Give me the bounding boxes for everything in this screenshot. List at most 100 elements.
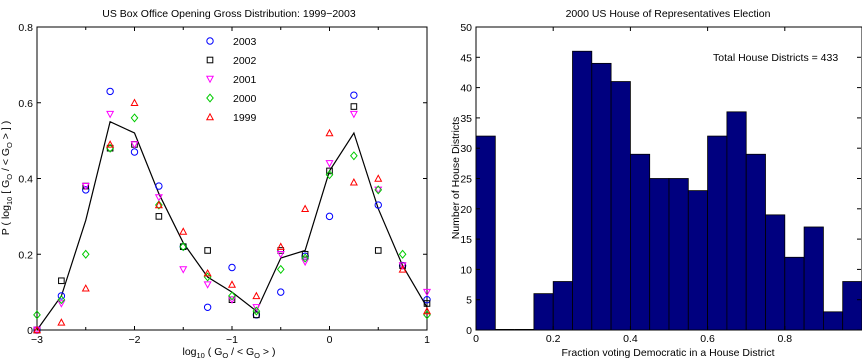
x-tick-label: 0.4: [623, 333, 638, 345]
point-1999: [81, 284, 90, 292]
legend-label-2003: 2003: [233, 36, 257, 48]
legend-marker-2000: [206, 93, 214, 103]
point-2000: [301, 253, 309, 263]
right-chart: 2000 US House of Representatives Electio…: [450, 8, 862, 359]
x-tick-label: 1: [424, 334, 430, 346]
left-y-axis-label: P ( log10 [ GO / < GO > ] ): [0, 121, 14, 235]
point-2002: [301, 250, 309, 258]
histogram-bar: [687, 190, 708, 331]
point-2001: [252, 304, 261, 312]
histogram-bar: [707, 135, 728, 331]
left-chart: US Box Office Opening Gross Distribution…: [0, 8, 432, 360]
point-1999: [227, 280, 237, 288]
point-2003: [228, 263, 236, 272]
x-tick-label: 0: [473, 333, 479, 345]
y-tick-label: 45: [460, 52, 472, 64]
point-2002: [155, 213, 163, 220]
histogram-bar: [803, 226, 824, 331]
point-2001: [301, 258, 310, 267]
y-tick-label: 10: [460, 264, 472, 276]
legend-label-2001: 2001: [233, 74, 257, 86]
point-2002: [204, 247, 211, 254]
histogram-bar: [552, 281, 573, 331]
right-axis-ticks: 0 0.2 0.4 0.6 0.8 0 5 10 15 20 25 30 35 40 45 50: [460, 22, 861, 345]
legend-marker-2003: [206, 37, 214, 45]
point-2001: [325, 160, 334, 168]
point-2003: [57, 292, 66, 300]
point-2000: [33, 310, 41, 320]
point-2001: [130, 141, 139, 149]
point-2003: [130, 148, 139, 156]
histogram-bar: [668, 178, 689, 331]
point-2000: [252, 306, 261, 316]
point-2001: [422, 288, 432, 297]
histogram-bar: [842, 281, 862, 331]
point-1999: [130, 98, 139, 106]
point-1999: [203, 268, 212, 277]
x-tick-label: 0.6: [700, 333, 715, 345]
point-1999: [57, 318, 66, 326]
histogram-bar: [610, 81, 631, 331]
y-tick-label: 30: [460, 143, 472, 155]
right-y-axis-label: Number of House Districts: [450, 117, 462, 240]
point-2003: [325, 212, 334, 221]
point-1999: [252, 291, 261, 300]
point-2003: [203, 303, 212, 311]
y-tick-label: 15: [460, 234, 472, 246]
point-2002: [253, 311, 260, 319]
point-2001: [227, 296, 237, 304]
left-plot-area: [36, 26, 428, 331]
point-2001: [81, 182, 90, 191]
histogram-bar: [745, 153, 766, 331]
histogram-bar: [765, 214, 786, 331]
point-2001: [349, 110, 358, 119]
right-chart-title: 2000 US House of Representatives Electio…: [566, 8, 771, 20]
y-tick-label: 0: [27, 325, 33, 337]
y-tick-label: 35: [460, 113, 472, 125]
point-2002: [423, 300, 431, 307]
histogram-bar: [823, 311, 844, 331]
x-tick-label: −3: [31, 334, 43, 346]
point-2003: [350, 91, 358, 99]
histogram-bar: [591, 62, 612, 331]
x-tick-label: 0.2: [546, 333, 561, 345]
point-1999: [374, 174, 383, 182]
legend-label-2000: 2000: [233, 93, 257, 105]
right-x-axis-label: Fraction voting Democratic in a House Di…: [562, 347, 775, 359]
histogram-bar: [533, 293, 554, 331]
point-2003: [106, 87, 114, 96]
point-1999: [106, 140, 115, 148]
point-2002: [350, 103, 358, 110]
legend-marker-2001: [205, 75, 215, 84]
y-tick-label: 5: [466, 295, 472, 307]
point-2003: [82, 186, 90, 194]
point-1999: [154, 200, 163, 209]
y-tick-label: 0.6: [18, 98, 33, 110]
histogram-bar: [649, 178, 670, 331]
point-2001: [179, 266, 188, 274]
histogram-bar: [726, 111, 747, 331]
point-2003: [277, 288, 285, 296]
point-2000: [276, 264, 285, 274]
point-2000: [179, 242, 188, 252]
point-2001: [106, 110, 115, 119]
left-scatter-series: [32, 87, 432, 335]
point-2000: [57, 295, 66, 305]
x-tick-label: 0.8: [777, 333, 792, 345]
y-tick-label: 0.8: [18, 22, 33, 34]
point-2000: [155, 200, 163, 210]
x-tick-label: −2: [129, 334, 141, 346]
y-tick-label: 50: [460, 22, 472, 34]
point-2000: [130, 113, 139, 123]
point-1999: [398, 265, 407, 273]
point-2001: [398, 262, 407, 270]
histogram-bar: [784, 256, 805, 331]
y-tick-label: 0.4: [18, 174, 33, 186]
point-2000: [398, 249, 407, 259]
x-tick-label: 0: [327, 334, 333, 346]
point-2001: [154, 194, 163, 202]
point-2001: [276, 251, 285, 259]
right-histogram-bars: [475, 50, 862, 331]
y-tick-label: 0: [466, 325, 472, 337]
